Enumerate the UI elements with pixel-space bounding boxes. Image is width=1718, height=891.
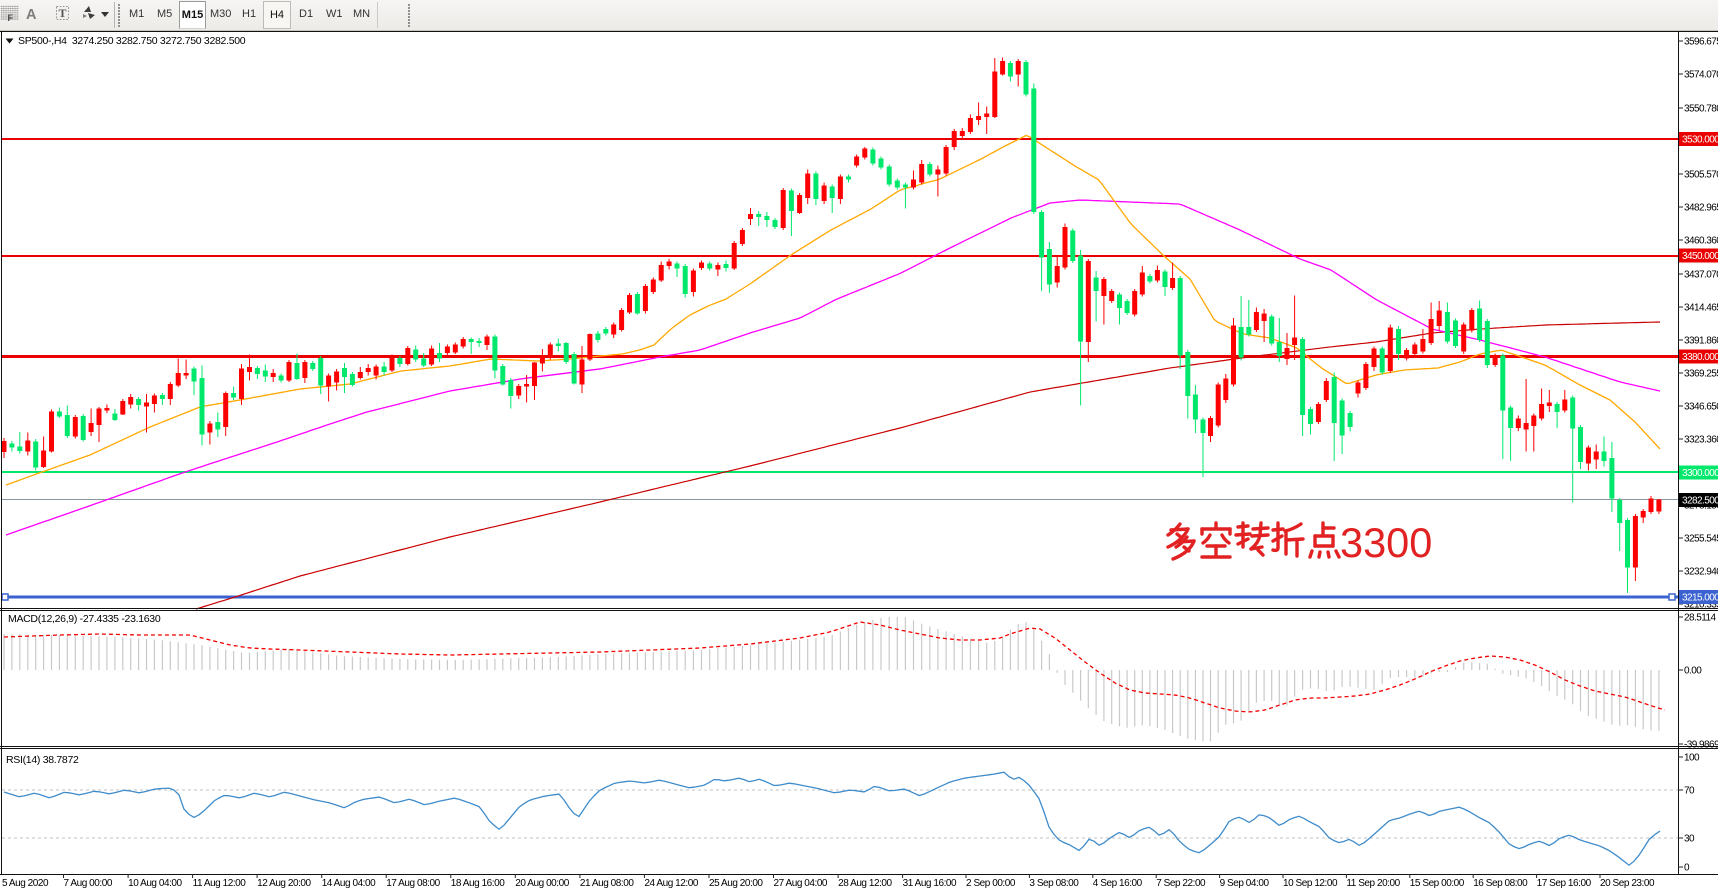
svg-text:100: 100 <box>1684 753 1700 764</box>
svg-text:12 Aug 20:00: 12 Aug 20:00 <box>257 878 311 889</box>
svg-text:3300: 3300 <box>1340 519 1432 566</box>
svg-text:3437.070: 3437.070 <box>1684 270 1718 281</box>
svg-text:27 Aug 04:00: 27 Aug 04:00 <box>774 878 828 889</box>
svg-text:7 Aug 00:00: 7 Aug 00:00 <box>64 878 113 889</box>
svg-text:3596.675: 3596.675 <box>1684 37 1718 48</box>
svg-text:3369.255: 3369.255 <box>1684 369 1718 380</box>
svg-text:3215.000: 3215.000 <box>1682 593 1718 604</box>
svg-text:28 Aug 12:00: 28 Aug 12:00 <box>838 878 892 889</box>
svg-text:T: T <box>59 6 67 20</box>
svg-text:16 Sep 08:00: 16 Sep 08:00 <box>1473 878 1528 889</box>
svg-text:3346.650: 3346.650 <box>1684 402 1718 413</box>
svg-text:3450.000: 3450.000 <box>1682 251 1718 262</box>
svg-text:0.00: 0.00 <box>1684 666 1702 677</box>
svg-text:3232.940: 3232.940 <box>1684 567 1718 578</box>
svg-text:MACD(12,26,9) -27.4335 -23.163: MACD(12,26,9) -27.4335 -23.1630 <box>8 613 161 625</box>
svg-text:4 Sep 16:00: 4 Sep 16:00 <box>1093 878 1143 889</box>
svg-text:18 Aug 16:00: 18 Aug 16:00 <box>451 878 505 889</box>
svg-text:3323.360: 3323.360 <box>1684 435 1718 446</box>
svg-text:3391.860: 3391.860 <box>1684 336 1718 347</box>
svg-text:3278.150: 3278.150 <box>1684 501 1718 512</box>
svg-text:30: 30 <box>1684 834 1695 845</box>
svg-text:3414.465: 3414.465 <box>1684 303 1718 314</box>
svg-text:14 Aug 04:00: 14 Aug 04:00 <box>322 878 376 889</box>
svg-text:24 Aug 12:00: 24 Aug 12:00 <box>644 878 698 889</box>
svg-text:25 Aug 20:00: 25 Aug 20:00 <box>709 878 763 889</box>
svg-text:10 Sep 12:00: 10 Sep 12:00 <box>1283 878 1338 889</box>
svg-text:SP500-,H4 3274.250 3282.750 3: SP500-,H4 3274.250 3282.750 3272.750 328… <box>18 35 246 47</box>
svg-text:7 Sep 22:00: 7 Sep 22:00 <box>1156 878 1206 889</box>
svg-text:17 Sep 16:00: 17 Sep 16:00 <box>1537 878 1592 889</box>
svg-text:3460.360: 3460.360 <box>1684 236 1718 247</box>
svg-text:3380.000: 3380.000 <box>1682 352 1718 363</box>
svg-text:2 Sep 00:00: 2 Sep 00:00 <box>966 878 1016 889</box>
svg-text:0: 0 <box>1684 863 1690 874</box>
svg-text:10 Aug 04:00: 10 Aug 04:00 <box>128 878 182 889</box>
svg-text:21 Aug 08:00: 21 Aug 08:00 <box>580 878 634 889</box>
svg-text:31 Aug 16:00: 31 Aug 16:00 <box>903 878 957 889</box>
svg-text:3255.545: 3255.545 <box>1684 534 1718 545</box>
svg-text:20 Aug 00:00: 20 Aug 00:00 <box>515 878 569 889</box>
svg-text:A: A <box>26 7 37 23</box>
svg-text:3 Sep 08:00: 3 Sep 08:00 <box>1029 878 1079 889</box>
svg-text:3550.780: 3550.780 <box>1684 104 1718 115</box>
svg-text:9 Sep 04:00: 9 Sep 04:00 <box>1220 878 1270 889</box>
svg-text:3505.570: 3505.570 <box>1684 170 1718 181</box>
svg-text:3482.965: 3482.965 <box>1684 203 1718 214</box>
svg-text:3282.500: 3282.500 <box>1682 496 1718 507</box>
svg-text:3530.000: 3530.000 <box>1682 135 1718 146</box>
svg-text:F: F <box>8 13 14 23</box>
svg-text:11 Sep 20:00: 11 Sep 20:00 <box>1346 878 1400 889</box>
svg-text:3210.335: 3210.335 <box>1684 600 1718 611</box>
svg-text:RSI(14) 38.7872: RSI(14) 38.7872 <box>6 754 79 766</box>
svg-text:11 Aug 12:00: 11 Aug 12:00 <box>193 878 247 889</box>
svg-text:17 Aug 08:00: 17 Aug 08:00 <box>386 878 440 889</box>
svg-text:5 Aug 2020: 5 Aug 2020 <box>2 878 49 889</box>
svg-text:70: 70 <box>1684 786 1695 797</box>
svg-text:28.5114: 28.5114 <box>1684 613 1717 624</box>
svg-text:-39.9869: -39.9869 <box>1684 740 1718 751</box>
svg-text:20 Sep 23:00: 20 Sep 23:00 <box>1600 878 1655 889</box>
svg-text:15 Sep 00:00: 15 Sep 00:00 <box>1410 878 1465 889</box>
svg-text:3574.070: 3574.070 <box>1684 70 1718 81</box>
svg-text:3300.000: 3300.000 <box>1682 468 1718 479</box>
